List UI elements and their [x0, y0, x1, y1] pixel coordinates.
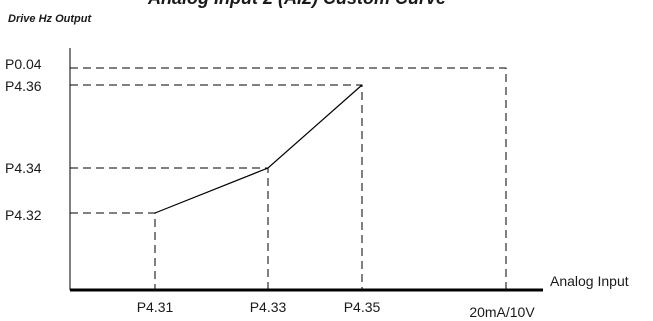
p432-p431-guide: [70, 212, 156, 290]
y-axis-label: Drive Hz Output: [8, 13, 92, 25]
y-tick-label: P4.32: [5, 207, 42, 223]
x-tick-label: P4.35: [344, 299, 381, 315]
max-output-guide: [70, 67, 507, 290]
x-tick-label: P4.31: [137, 299, 174, 315]
p436-p435-guide: [70, 84, 363, 290]
y-tick-label: P4.34: [5, 160, 42, 176]
y-tick-label: P0.04: [5, 56, 42, 72]
x-tick-label: 20mA/10V: [469, 304, 535, 320]
custom-curve-line: [154, 84, 363, 214]
p434-p433-guide: [70, 167, 269, 290]
x-tick-label: P4.33: [250, 299, 287, 315]
y-tick-label: P4.36: [5, 78, 42, 94]
x-axis-label: Analog Input: [550, 273, 629, 289]
diagram-title: Analog Input 2 (AI2) Custom Curve: [147, 0, 446, 8]
